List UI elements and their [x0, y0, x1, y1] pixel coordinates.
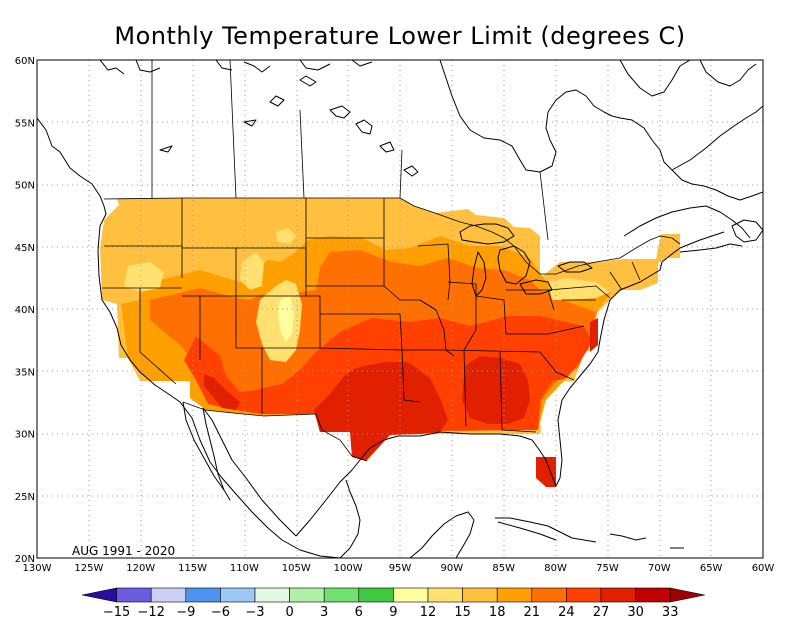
- lat-tick-label: 60N: [15, 56, 35, 67]
- colorbar-swatch: [600, 587, 636, 603]
- colorbar-label: −9: [176, 605, 195, 618]
- colorbar-label: 21: [524, 605, 541, 618]
- lon-tick-label: 75W: [596, 563, 619, 574]
- fill-15-18: [276, 228, 296, 244]
- political-borders: [102, 60, 681, 462]
- colorbar-swatch: [185, 587, 221, 603]
- colorbar-label: 24: [558, 605, 575, 618]
- lat-tick-label: 40N: [15, 305, 35, 316]
- lon-tick-label: 100W: [334, 563, 363, 574]
- lon-tick-label: 70W: [648, 563, 671, 574]
- lon-tick-label: 85W: [492, 563, 515, 574]
- lon-tick-label: 120W: [126, 563, 155, 574]
- lat-tick-label: 25N: [15, 492, 35, 503]
- colorbar-label: 15: [454, 605, 471, 618]
- colorbar-swatch: [81, 587, 117, 603]
- colorbar-swatch: [116, 587, 152, 603]
- colorbar-swatch: [254, 587, 290, 603]
- colorbar-swatch: [393, 587, 429, 603]
- colorbar-label: 6: [355, 605, 363, 618]
- lon-tick-label: 60W: [752, 563, 775, 574]
- fill-30-33: [204, 374, 240, 410]
- lon-tick-label: 110W: [230, 563, 259, 574]
- colorbar-swatch: [150, 587, 187, 603]
- colorbar-label: 27: [593, 605, 610, 618]
- lon-tick-label: 115W: [178, 563, 207, 574]
- fill-30-33: [314, 362, 448, 461]
- colorbar-swatch: [566, 587, 602, 603]
- lon-tick-label: 105W: [282, 563, 311, 574]
- fill-12-15: [278, 296, 294, 342]
- colorbar-label: 9: [389, 605, 397, 618]
- lat-lon-grid: [37, 60, 763, 558]
- colorbar-swatch: [531, 587, 567, 603]
- colorbar-swatch: [496, 587, 533, 603]
- fill-15-18: [240, 252, 264, 290]
- lon-tick-label: 130W: [23, 563, 52, 574]
- colorbar-label: −3: [245, 605, 264, 618]
- lon-tick-label: 80W: [544, 563, 567, 574]
- lon-tick-label: 65W: [700, 563, 723, 574]
- coastlines: [37, 60, 763, 558]
- colorbar-swatch: [669, 587, 705, 603]
- lat-tick-label: 45N: [15, 243, 35, 254]
- longitude-tick-labels: 130W 125W 120W 115W 110W 105W 100W 95W 90W 85W 80W…: [23, 563, 775, 574]
- colorbar-label: 30: [627, 605, 644, 618]
- lon-tick-label: 95W: [389, 563, 412, 574]
- chart-title: Monthly Temperature Lower Limit (degrees…: [114, 22, 686, 50]
- colorbar-label: 18: [489, 605, 506, 618]
- fill-15-18: [124, 262, 164, 292]
- fill-30-33: [590, 318, 598, 352]
- colorbar-swatch: [323, 587, 360, 603]
- fill-15-18: [548, 278, 610, 300]
- lon-tick-label: 125W: [74, 563, 103, 574]
- lat-tick-label: 35N: [15, 367, 35, 378]
- period-label: AUG 1991 - 2020: [72, 544, 175, 558]
- temperature-fill: [100, 198, 680, 487]
- fill-30-33: [536, 457, 556, 487]
- colorbar-label: 33: [662, 605, 679, 618]
- colorbar-swatch: [462, 587, 498, 603]
- lat-tick-label: 30N: [15, 430, 35, 441]
- colorbar-swatch: [220, 587, 256, 603]
- colorbar-swatch: [427, 587, 463, 603]
- lon-tick-label: 90W: [441, 563, 464, 574]
- lat-tick-label: 50N: [15, 181, 35, 192]
- colorbar-label: −15: [103, 605, 130, 618]
- latitude-tick-labels: 20N 25N 30N 35N 40N 45N 50N 55N 60N: [15, 56, 35, 565]
- lat-tick-label: 55N: [15, 118, 35, 129]
- lat-tick-label: 20N: [15, 554, 35, 565]
- colorbar-swatch: [635, 587, 671, 603]
- colorbar-label: 12: [420, 605, 437, 618]
- colorbar-swatch: [289, 587, 325, 603]
- colorbar-swatch: [358, 587, 394, 603]
- colorbar-label: −6: [211, 605, 230, 618]
- colorbar: −15 −12 −9 −6 −3 0 3 6 9 12 15 18 21 24 27 30 33: [81, 587, 705, 618]
- colorbar-label: 0: [285, 605, 293, 618]
- colorbar-label: 3: [320, 605, 328, 618]
- colorbar-label: −12: [137, 605, 164, 618]
- fill-30-33: [462, 356, 530, 424]
